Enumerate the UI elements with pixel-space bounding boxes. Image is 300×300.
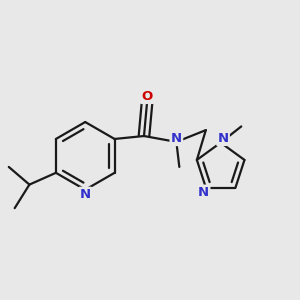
Text: N: N [80, 188, 91, 201]
Text: N: N [218, 132, 229, 145]
Text: N: N [198, 186, 209, 199]
Text: O: O [141, 90, 153, 103]
Text: N: N [171, 132, 182, 145]
